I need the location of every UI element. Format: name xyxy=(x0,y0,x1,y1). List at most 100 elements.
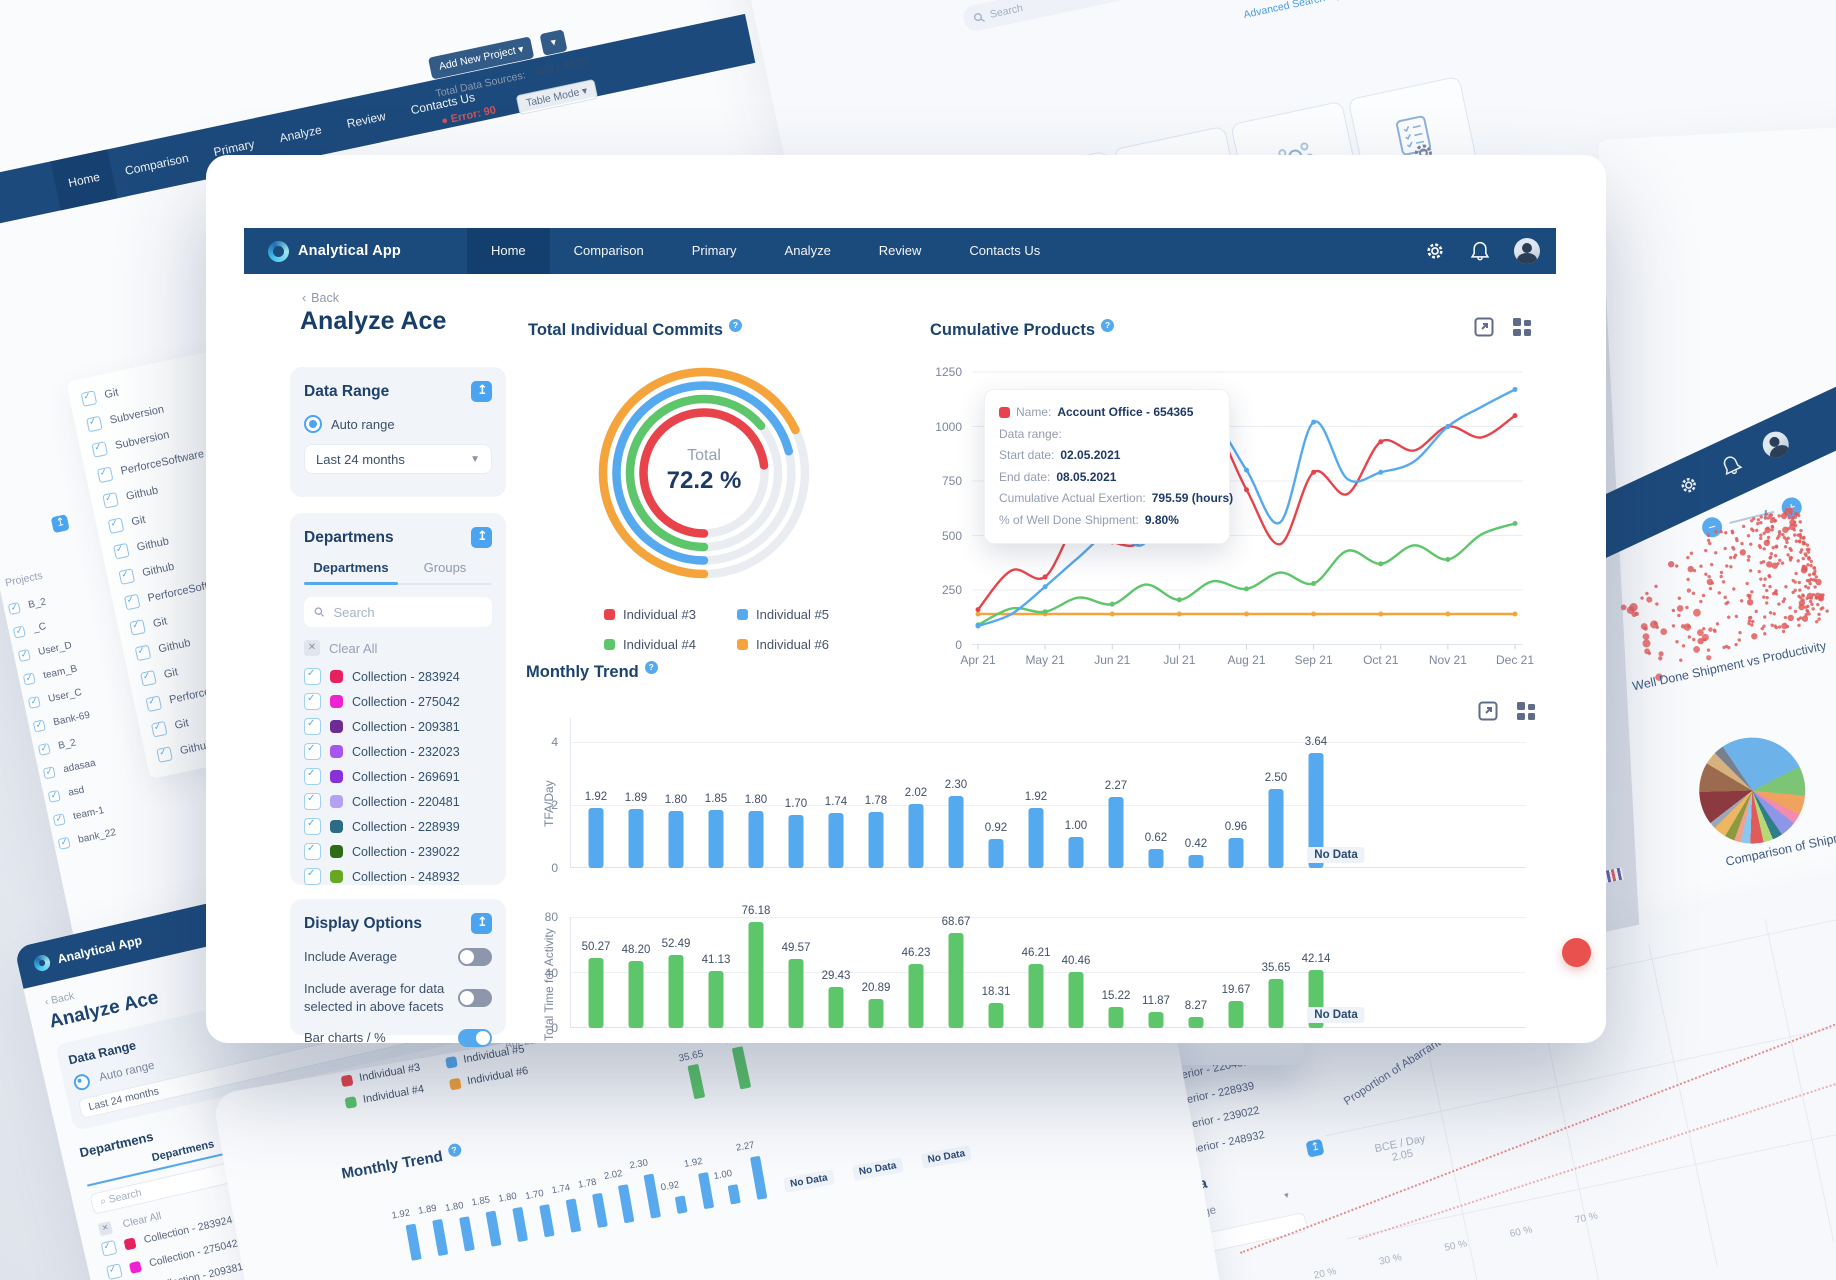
checkbox[interactable] xyxy=(304,818,321,835)
nav-item[interactable]: Contacts Us xyxy=(969,243,1041,258)
bg-right-navband xyxy=(1400,319,1836,643)
donut-center: Total 72.2 % xyxy=(624,447,784,495)
tooltip-name-label: Name: xyxy=(1016,405,1052,419)
bar xyxy=(628,808,644,868)
collection-label: Collection - 209381 xyxy=(352,719,460,734)
search-input[interactable] xyxy=(331,603,482,621)
legend-label: Individual #6 xyxy=(756,637,829,652)
checkbox[interactable] xyxy=(304,743,321,760)
checkbox[interactable] xyxy=(304,693,321,710)
color-swatch xyxy=(128,1260,142,1274)
legend-item: Individual #4 xyxy=(604,637,706,652)
bar-value-label: 18.31 xyxy=(981,985,1011,998)
panel-export-icon[interactable] xyxy=(471,913,492,934)
bar-column: 2.02 xyxy=(896,718,936,868)
y-axis-tick: 0 xyxy=(551,1021,558,1035)
bar-column: 1.80 xyxy=(656,718,696,868)
bar xyxy=(588,958,604,1028)
bar-column: 20.89 xyxy=(856,917,896,1028)
toggle-row: Include Average xyxy=(304,948,492,966)
bar xyxy=(1228,1000,1244,1028)
navbar: Analytical App Home Comparison Primary Anal… xyxy=(244,228,1556,274)
avatar[interactable] xyxy=(1514,238,1540,264)
bg-mini-auto-range: Auto range xyxy=(98,1059,156,1084)
bar-column: 0.92 xyxy=(976,718,1016,868)
nav-item[interactable]: Review xyxy=(878,243,922,258)
legend-swatch xyxy=(344,1095,358,1109)
collection-label: Collection - 220481 xyxy=(352,794,460,809)
tooltip-row: Cumulative Actual Exertion: 795.59 (hour… xyxy=(999,491,1234,505)
bar xyxy=(628,961,644,1028)
total-data-sources-value: 450 / 4520 xyxy=(533,55,590,79)
tab-departmens[interactable]: Departmens xyxy=(304,560,398,585)
checkbox-icon xyxy=(27,695,41,709)
bar-column: 19.67 xyxy=(1216,917,1256,1028)
nav-item[interactable]: Primary xyxy=(691,243,737,258)
x-axis-label: Aug 21 xyxy=(1227,653,1266,667)
legend-swatch xyxy=(604,639,615,650)
collection-row: Collection - 220481 xyxy=(304,789,492,814)
bar xyxy=(948,795,964,868)
bar xyxy=(868,811,884,868)
checkbox-icon xyxy=(7,601,21,615)
y-axis-tick: 750 xyxy=(941,474,962,488)
bar xyxy=(788,959,804,1028)
toggle-switch[interactable] xyxy=(458,1029,492,1048)
bell-icon xyxy=(1723,456,1743,476)
tab-groups[interactable]: Groups xyxy=(423,560,467,575)
bar-column: 41.13 xyxy=(696,917,736,1028)
bar-value-label: 52.49 xyxy=(661,938,691,951)
grid-view-icon[interactable] xyxy=(1516,701,1536,721)
legend-item: Individual #5 xyxy=(737,607,839,622)
checkbox[interactable] xyxy=(304,868,321,885)
nav-item[interactable]: Analyze xyxy=(784,243,831,258)
collection-row: Collection - 248932 xyxy=(304,864,492,889)
grid-view-icon[interactable] xyxy=(1512,317,1532,337)
range-select[interactable]: Last 24 months ▼ xyxy=(304,444,492,474)
auto-range-radio[interactable]: Auto range xyxy=(304,415,492,433)
checkbox-icon xyxy=(37,742,51,756)
close-icon: ✕ xyxy=(304,640,320,656)
nav-item[interactable]: Home xyxy=(466,228,550,274)
toggle-switch[interactable] xyxy=(458,948,492,966)
gear-icon[interactable] xyxy=(1424,240,1446,262)
expand-icon[interactable] xyxy=(1478,701,1498,721)
bg-repo-label: Github xyxy=(141,560,176,580)
bar-value-label: 46.23 xyxy=(901,946,931,959)
tooltip-row: Data range: xyxy=(999,426,1062,441)
checkbox[interactable] xyxy=(304,668,321,685)
bar-value-label: 11.87 xyxy=(1142,994,1170,1007)
y-axis-tick: 4 xyxy=(551,735,558,749)
checkbox-icon xyxy=(12,625,26,639)
expand-icon[interactable] xyxy=(1474,317,1494,337)
bell-icon[interactable] xyxy=(1470,240,1490,262)
back-link[interactable]: ‹ Back xyxy=(302,291,339,305)
bar-value-label: No Data xyxy=(1307,847,1365,863)
display-options-panel: Display Options Include Average Include … xyxy=(290,899,506,1048)
checkbox[interactable] xyxy=(304,768,321,785)
checkbox-icon xyxy=(17,648,31,662)
collection-label: Collection - 228939 xyxy=(352,819,460,834)
checkbox[interactable] xyxy=(304,718,321,735)
clear-all-button[interactable]: ✕ Clear All xyxy=(304,640,492,656)
bg-tag-label: bank_22 xyxy=(77,826,117,846)
bar-value-label: 1.70 xyxy=(784,797,808,810)
bar-value-label: 50.27 xyxy=(581,941,611,954)
bar xyxy=(708,809,724,868)
bar xyxy=(748,811,764,868)
bg-mini-bar-chart: 1.92 1.89 1.80 1.85 1.80 1.70 1.74 1.78 2.02 2.30… xyxy=(391,1085,983,1262)
checkbox[interactable] xyxy=(304,793,321,810)
bg-tag-label: B_2 xyxy=(27,595,47,611)
bar xyxy=(687,1063,706,1100)
bar-column: 2.27 xyxy=(1096,718,1136,868)
panel-export-icon[interactable] xyxy=(471,381,492,402)
bar xyxy=(948,932,964,1028)
bg-mini-brand: Analytical App xyxy=(56,933,144,967)
toggle-switch[interactable] xyxy=(458,988,492,1007)
tooltip-row: % of Well Done Shipment: 9.80% xyxy=(999,512,1179,527)
bar-value-label: 68.67 xyxy=(941,915,971,928)
bar-column: 29.43 xyxy=(816,917,856,1028)
checkbox[interactable] xyxy=(304,843,321,860)
panel-export-icon[interactable] xyxy=(471,527,492,548)
nav-item[interactable]: Comparison xyxy=(573,243,644,258)
